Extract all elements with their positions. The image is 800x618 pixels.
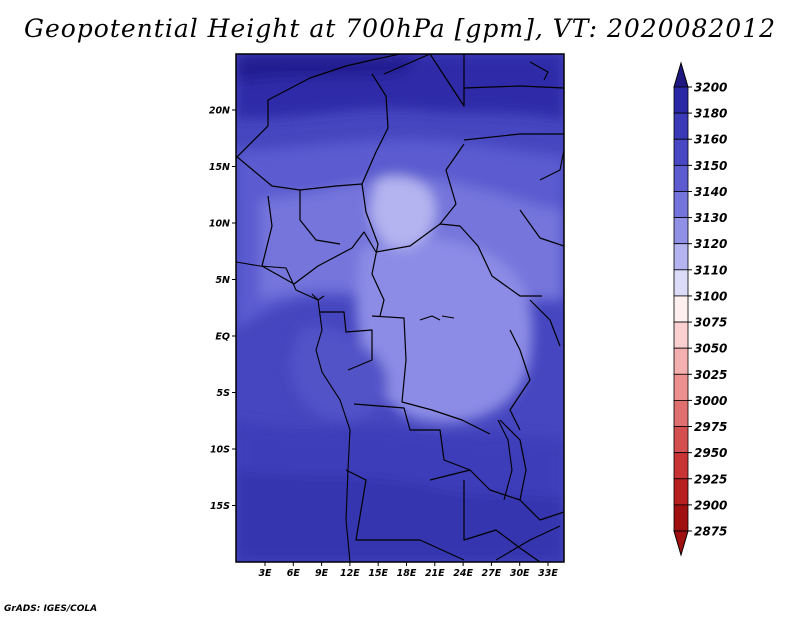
height-field — [236, 54, 564, 562]
legend-swatch — [673, 295, 689, 323]
legend-swatch — [673, 347, 689, 375]
legend-swatch — [673, 373, 689, 401]
lat-tick-label: 20N — [209, 106, 230, 117]
lat-tick-label: 5N — [215, 275, 230, 286]
legend-arrow-bottom — [673, 530, 689, 557]
legend-swatch — [673, 269, 689, 297]
legend-swatch — [673, 86, 689, 114]
lat-tick-label: 15N — [209, 162, 230, 173]
legend-swatch — [673, 138, 689, 166]
legend-swatch — [673, 321, 689, 349]
lon-tick-label: 27E — [482, 568, 502, 579]
lon-tick-label: 21E — [425, 568, 445, 579]
legend-label: 3160 — [694, 133, 727, 147]
lon-tick-label: 24E — [453, 568, 473, 579]
legend-swatch — [673, 243, 689, 271]
legend-swatch — [673, 400, 689, 427]
color-legend: 3200 3180 3160 3150 3140 3130 3120 3110 3100 3075… — [673, 61, 727, 557]
lat-tick-label: EQ — [215, 332, 230, 343]
legend-label: 3140 — [694, 185, 727, 199]
legend-swatch — [673, 504, 689, 532]
chart-title: Geopotential Height at 700hPa [gpm], VT:… — [23, 14, 777, 43]
legend-swatch — [673, 191, 689, 218]
lon-tick-label: 33E — [538, 568, 558, 579]
longitude-axis: 3E 6E 9E 12E 15E 18E 21E 24E 27E 30E 33E — [258, 562, 558, 579]
legend-swatch — [673, 478, 689, 506]
legend-label: 3130 — [694, 211, 727, 225]
legend-label: 3000 — [694, 394, 727, 408]
credit-label: GrADS: IGES/COLA — [4, 604, 98, 614]
latitude-axis: 20N 15N 10N 5N EQ 5S 10S 15S — [209, 106, 236, 512]
lat-tick-label: 15S — [210, 501, 230, 512]
legend-label: 3100 — [694, 289, 727, 303]
coastline — [236, 61, 564, 562]
legend-label: 2900 — [694, 498, 727, 512]
legend-label: 2950 — [694, 446, 727, 460]
lon-tick-label: 12E — [340, 568, 360, 579]
legend-label: 3200 — [694, 81, 727, 95]
lon-tick-label: 9E — [315, 568, 329, 579]
legend-label: 3120 — [694, 237, 727, 251]
lon-tick-label: 3E — [258, 568, 272, 579]
lat-tick-label: 5S — [217, 388, 231, 399]
legend-swatch — [673, 112, 689, 140]
legend-swatch — [673, 164, 689, 192]
lon-tick-label: 18E — [397, 568, 417, 579]
lat-tick-label: 10N — [209, 219, 230, 230]
legend-swatch — [673, 217, 689, 245]
legend-swatch — [673, 426, 689, 454]
lon-tick-label: 6E — [287, 568, 301, 579]
lon-tick-label: 30E — [510, 568, 530, 579]
legend-label: 3050 — [694, 342, 727, 356]
legend-label: 3025 — [694, 368, 727, 382]
legend-label: 3075 — [694, 316, 727, 330]
country-borders — [236, 54, 564, 562]
legend-label: 3180 — [694, 107, 727, 121]
legend-label: 2975 — [694, 420, 727, 434]
lat-tick-label: 10S — [210, 445, 230, 456]
legend-label: 2875 — [694, 525, 727, 539]
legend-label: 2925 — [694, 472, 727, 486]
legend-arrow-top — [673, 61, 689, 88]
legend-swatch — [673, 452, 689, 480]
map-frame — [235, 53, 565, 563]
legend-label: 3110 — [694, 263, 727, 277]
legend-label: 3150 — [694, 159, 727, 173]
lon-tick-label: 15E — [368, 568, 388, 579]
